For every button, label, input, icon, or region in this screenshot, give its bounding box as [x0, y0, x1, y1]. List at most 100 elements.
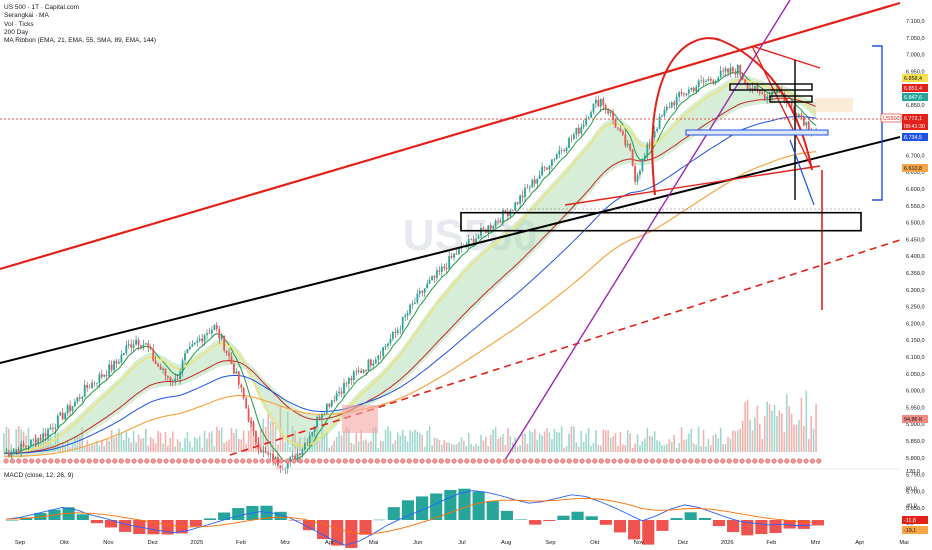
candle-body	[166, 375, 169, 378]
candle-body	[235, 371, 238, 374]
event-marker	[605, 458, 611, 464]
volume-bar	[651, 436, 653, 452]
event-marker	[515, 458, 521, 464]
volume-bar	[548, 432, 551, 452]
macd-histogram-bar	[500, 510, 513, 520]
candle-body	[766, 96, 769, 101]
price-tick-label: 6.150,0	[906, 338, 925, 344]
candle-body	[626, 143, 629, 146]
price-badge	[902, 526, 928, 534]
candle-body	[44, 433, 47, 437]
volume-bar	[370, 441, 372, 452]
volume-bar	[744, 402, 746, 452]
candle-body	[22, 443, 25, 447]
price-badge-label: 08:41:30	[904, 124, 925, 130]
volume-bar	[330, 445, 333, 452]
candle-body	[521, 195, 524, 198]
arc-red	[651, 37, 813, 196]
candle-body	[514, 202, 517, 211]
event-marker	[125, 458, 131, 464]
volume-bar	[399, 435, 402, 452]
volume-bar	[321, 428, 323, 452]
candle-body	[453, 253, 455, 258]
macd-histogram-bar	[189, 520, 202, 527]
event-marker	[285, 458, 291, 464]
candle-body	[15, 449, 18, 451]
candle-body	[157, 363, 159, 367]
legend-indicator-ma[interactable]: Serangkai · MA	[4, 12, 49, 20]
candle-body	[619, 128, 622, 132]
price-badge	[902, 74, 928, 82]
volume-bar	[714, 433, 717, 452]
event-marker	[438, 458, 444, 464]
volume-bar	[509, 436, 512, 452]
price-tick-label: 5.800,0	[906, 456, 925, 462]
candle-body	[599, 98, 602, 107]
volume-bar	[629, 433, 631, 452]
candle-body	[32, 439, 35, 441]
ema-fast-line	[3, 70, 817, 463]
event-marker	[310, 458, 316, 464]
event-marker	[541, 458, 547, 464]
legend-indicator-volume[interactable]: Vol · Ticks	[4, 20, 34, 28]
candle-body	[438, 270, 441, 272]
candle-body	[144, 343, 147, 345]
volume-bar	[377, 447, 380, 452]
volume-bar	[79, 436, 81, 452]
candle-body	[423, 288, 426, 293]
volume-bar	[741, 420, 744, 452]
event-marker	[681, 458, 687, 464]
candle-body	[328, 403, 331, 407]
candle-body	[719, 70, 722, 78]
candle-body	[215, 325, 218, 330]
volume-bar	[717, 438, 720, 452]
volume-bar	[428, 426, 431, 452]
candle-body	[480, 227, 482, 236]
candle-body	[595, 99, 597, 104]
candle-body	[213, 325, 216, 330]
volume-bar	[754, 417, 756, 452]
event-marker	[387, 458, 393, 464]
candle-body	[343, 382, 345, 394]
volume-bar	[169, 438, 172, 452]
candle-body	[181, 360, 184, 372]
volume-bar	[120, 433, 123, 452]
candle-body	[524, 187, 526, 198]
candle-body	[511, 210, 514, 211]
candle-body	[242, 387, 245, 399]
macd-legend[interactable]: MACD (close, 12, 26, 9)	[4, 472, 74, 479]
volume-bar	[186, 432, 189, 452]
candle-body	[247, 408, 250, 422]
candle-body	[88, 387, 91, 389]
candle-body	[756, 85, 759, 90]
event-marker	[470, 458, 476, 464]
candle-body	[526, 187, 529, 189]
macd-histogram-bar	[373, 519, 386, 521]
volume-bar	[326, 432, 328, 452]
volume-bar	[311, 432, 313, 452]
legend-indicator-200day[interactable]: 200 Day	[4, 28, 29, 36]
volume-bar	[492, 429, 494, 452]
macd-histogram-bar	[359, 520, 372, 535]
candle-body	[83, 384, 86, 397]
macd-histogram-bar	[783, 520, 796, 529]
candle-body	[162, 368, 164, 370]
candle-body	[612, 111, 614, 120]
event-marker	[777, 458, 783, 464]
candle-body	[661, 115, 663, 117]
price-tick-label: 6.700,0	[906, 153, 925, 159]
volume-bar	[529, 430, 531, 452]
macd-histogram-bar	[203, 518, 217, 520]
legend-indicator-ribbon[interactable]: MA Ribbon (EMA, 21, EMA, 55, SMA, 89, EM…	[4, 37, 157, 45]
candle-body	[695, 86, 698, 92]
candle-body	[421, 291, 424, 293]
candle-body	[418, 291, 421, 294]
volume-bar	[815, 403, 817, 452]
volume-bar	[238, 438, 240, 452]
candle-body	[568, 138, 570, 148]
volume-bar	[318, 441, 321, 452]
event-marker	[713, 458, 719, 464]
candle-body	[758, 89, 761, 93]
volume-bar	[242, 430, 245, 452]
